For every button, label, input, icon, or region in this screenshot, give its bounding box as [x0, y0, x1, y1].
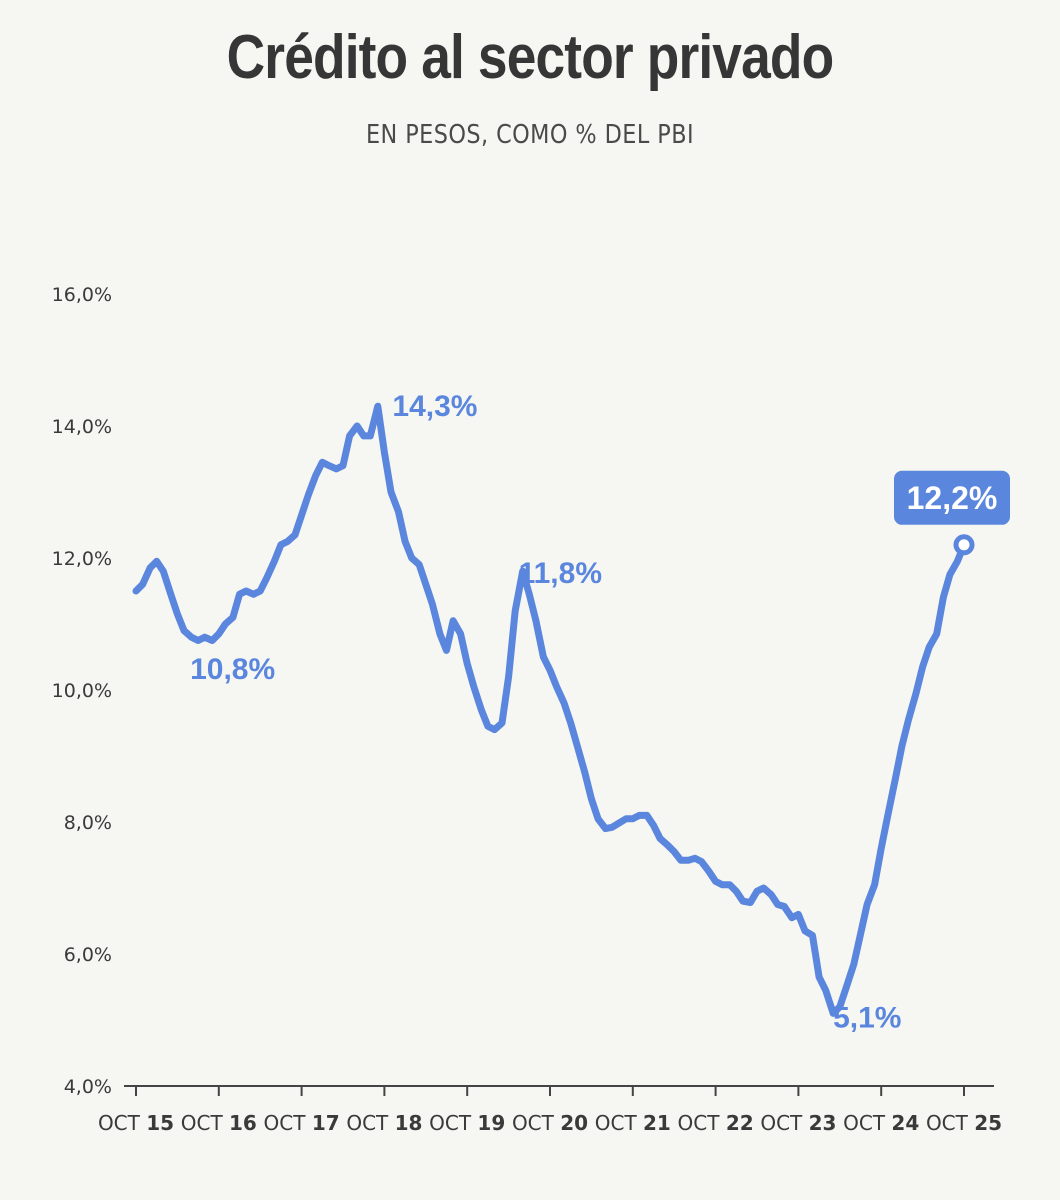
x-tick-prefix: OCT — [429, 1111, 477, 1135]
x-tick-label: OCT 15 — [98, 1111, 174, 1135]
y-tick-label: 6,0% — [64, 944, 112, 966]
x-tick-year: 22 — [726, 1111, 754, 1135]
x-tick-year: 23 — [809, 1111, 837, 1135]
end-point-marker — [953, 534, 975, 556]
x-tick-label: OCT 17 — [264, 1111, 340, 1135]
x-tick-prefix: OCT — [346, 1111, 394, 1135]
x-tick-year: 25 — [974, 1111, 1002, 1135]
chart-subtitle: EN PESOS, COMO % DEL PBI — [365, 120, 694, 150]
y-tick-label: 12,0% — [52, 548, 112, 570]
value-annotation: 14,3% — [392, 390, 477, 423]
x-tick-label: OCT 21 — [595, 1111, 671, 1135]
x-tick-prefix: OCT — [926, 1111, 974, 1135]
y-tick-label: 14,0% — [52, 416, 112, 438]
x-tick-year: 18 — [395, 1111, 423, 1135]
x-tick-prefix: OCT — [98, 1111, 146, 1135]
x-tick-prefix: OCT — [181, 1111, 229, 1135]
x-tick-label: OCT 25 — [926, 1111, 1002, 1135]
x-tick-year: 15 — [146, 1111, 174, 1135]
callout-badge — [894, 470, 1010, 525]
x-tick-prefix: OCT — [595, 1111, 643, 1135]
chart-title: Crédito al sector privado — [226, 23, 835, 92]
x-tick-prefix: OCT — [678, 1111, 726, 1135]
x-tick-year: 16 — [229, 1111, 257, 1135]
x-tick-prefix: OCT — [843, 1111, 891, 1135]
value-annotation: 10,8% — [190, 653, 275, 686]
x-tick-label: OCT 18 — [346, 1111, 422, 1135]
x-tick-year: 24 — [891, 1111, 919, 1135]
x-tick-label: OCT 20 — [512, 1111, 588, 1135]
y-tick-label: 16,0% — [52, 284, 112, 306]
x-tick-prefix: OCT — [512, 1111, 560, 1135]
x-tick-label: OCT 19 — [429, 1111, 505, 1135]
series-line — [132, 402, 968, 1017]
x-tick-year: 21 — [643, 1111, 671, 1135]
x-tick-prefix: OCT — [760, 1111, 808, 1135]
value-annotation: 11,8% — [519, 557, 602, 590]
x-tick-label: OCT 22 — [678, 1111, 754, 1135]
x-tick-label: OCT 16 — [181, 1111, 257, 1135]
y-tick-label: 4,0% — [64, 1076, 112, 1098]
x-tick-label: OCT 24 — [843, 1111, 919, 1135]
x-tick-label: OCT 23 — [760, 1111, 836, 1135]
callout-badge-label: 12,2% — [907, 480, 998, 516]
y-tick-label: 10,0% — [52, 680, 112, 702]
x-tick-prefix: OCT — [264, 1111, 312, 1135]
x-tick-year: 20 — [560, 1111, 588, 1135]
y-tick-label: 8,0% — [64, 812, 112, 834]
value-annotation: 5,1% — [833, 1001, 901, 1034]
x-tick-year: 17 — [312, 1111, 340, 1135]
x-tick-year: 19 — [477, 1111, 505, 1135]
